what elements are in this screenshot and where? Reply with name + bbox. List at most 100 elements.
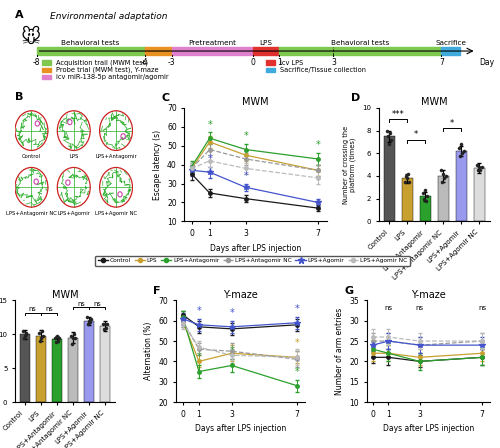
Point [419, 190, 427, 197]
Bar [252, 47, 280, 55]
Title: MWM: MWM [421, 97, 448, 107]
Point [440, 175, 448, 182]
Point [474, 167, 482, 174]
Bar [420, 196, 431, 221]
Point [36, 334, 44, 341]
X-axis label: Days after LPS injection: Days after LPS injection [195, 424, 286, 433]
Point [420, 195, 428, 202]
X-axis label: Days after LPS injection: Days after LPS injection [382, 424, 474, 433]
Point [87, 316, 95, 323]
Point [55, 334, 63, 341]
Text: Environmental adaptation: Environmental adaptation [50, 12, 168, 21]
Text: ns: ns [478, 305, 486, 310]
Bar [266, 60, 276, 65]
Point [422, 197, 430, 204]
Point [86, 319, 94, 326]
Point [38, 327, 46, 335]
Text: LPS+Agomir: LPS+Agomir [58, 211, 90, 216]
Text: *: * [208, 120, 212, 129]
Text: *: * [244, 171, 248, 181]
Text: Sacrifice: Sacrifice [436, 40, 466, 46]
Text: LPS: LPS [69, 154, 78, 159]
Text: *: * [244, 131, 248, 141]
Point [54, 337, 62, 345]
Bar [100, 326, 110, 402]
Text: Sacrifice/Tissue collection: Sacrifice/Tissue collection [280, 67, 366, 73]
Legend: Control, LPS, LPS+Antagomir, LPS+Antagomir NC, LPS+Agomir, LPS+Agomir NC: Control, LPS, LPS+Antagomir, LPS+Antagom… [96, 256, 409, 266]
Text: -8: -8 [33, 58, 40, 67]
Bar [36, 47, 144, 55]
Text: ns: ns [416, 305, 424, 310]
Y-axis label: Escape latency (s): Escape latency (s) [152, 129, 162, 200]
Point [20, 332, 28, 339]
Point [52, 339, 60, 346]
Point [35, 329, 43, 336]
Text: D: D [351, 93, 360, 103]
Point [51, 334, 59, 341]
Point [406, 178, 413, 185]
Point [437, 167, 445, 174]
Text: Day: Day [479, 58, 494, 67]
Text: ***: *** [392, 110, 404, 119]
Point [18, 327, 26, 335]
Text: *: * [414, 130, 418, 139]
Text: LPS+Agomir NC: LPS+Agomir NC [95, 211, 137, 216]
Text: A: A [15, 10, 24, 20]
Text: ns: ns [94, 301, 101, 307]
Text: icv LPS: icv LPS [280, 60, 303, 65]
Point [53, 332, 61, 339]
Point [388, 136, 396, 143]
Point [38, 332, 46, 339]
Text: 0: 0 [250, 58, 255, 67]
Point [442, 172, 450, 180]
Point [383, 127, 391, 134]
Text: *: * [208, 154, 212, 164]
Y-axis label: Number of crossing the
platform (times): Number of crossing the platform (times) [343, 125, 356, 204]
Point [458, 150, 466, 157]
Point [386, 141, 394, 148]
Bar [20, 334, 30, 402]
Point [22, 331, 30, 338]
Point [100, 325, 108, 332]
Point [402, 172, 410, 180]
Bar [456, 151, 467, 221]
Text: 7: 7 [439, 58, 444, 67]
Bar [144, 47, 172, 55]
Text: icv miR-138-5p antagomir/agomir: icv miR-138-5p antagomir/agomir [56, 74, 168, 80]
Text: ns: ns [78, 301, 85, 307]
Point [460, 147, 468, 155]
Point [84, 320, 92, 327]
Point [404, 170, 412, 177]
Y-axis label: Alternation (%): Alternation (%) [144, 322, 153, 380]
Text: F: F [153, 286, 160, 296]
Bar [42, 68, 51, 72]
Point [85, 317, 93, 324]
Point [422, 186, 430, 193]
Bar [474, 168, 485, 221]
Point [70, 331, 78, 338]
Bar [442, 47, 460, 55]
Bar [172, 47, 252, 55]
Point [84, 314, 92, 321]
Text: G: G [344, 286, 354, 296]
Bar [42, 60, 51, 65]
Text: 3: 3 [331, 58, 336, 67]
Title: Y-maze: Y-maze [411, 289, 446, 300]
Text: -4: -4 [140, 58, 148, 67]
Point [104, 320, 112, 327]
Title: MWM: MWM [52, 289, 78, 300]
Point [71, 334, 79, 341]
Text: ns: ns [45, 306, 52, 312]
Point [473, 161, 481, 168]
Text: 🐭: 🐭 [20, 27, 41, 47]
Text: ns: ns [29, 306, 36, 312]
Point [386, 129, 394, 137]
Text: C: C [162, 93, 170, 103]
Point [458, 141, 466, 148]
Title: Y-maze: Y-maze [224, 289, 258, 300]
Text: *: * [295, 304, 300, 314]
Point [100, 320, 108, 327]
Text: *: * [295, 366, 300, 377]
Point [476, 164, 484, 171]
Point [69, 334, 77, 341]
